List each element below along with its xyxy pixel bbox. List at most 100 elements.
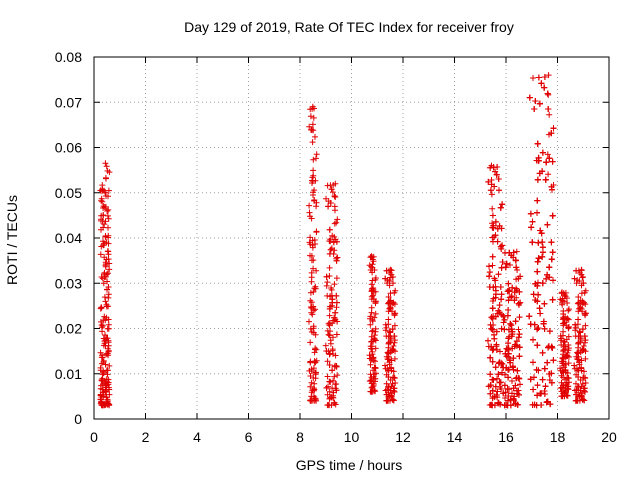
data-point <box>496 309 503 316</box>
data-point <box>527 210 534 217</box>
data-point <box>387 266 394 273</box>
data-point <box>513 264 520 271</box>
data-point <box>308 305 315 312</box>
data-point <box>561 298 567 305</box>
data-point <box>331 193 338 200</box>
y-tick-label: 0.04 <box>55 230 82 246</box>
data-point <box>101 294 108 301</box>
data-point <box>546 131 552 138</box>
data-point <box>534 326 541 333</box>
data-point <box>508 293 515 300</box>
data-point <box>325 320 332 327</box>
data-point <box>324 373 331 380</box>
data-point <box>561 339 568 346</box>
data-point <box>495 176 502 182</box>
data-point <box>534 268 541 275</box>
data-point <box>327 340 334 347</box>
data-point <box>544 359 551 366</box>
data-point <box>558 379 565 386</box>
data-point <box>578 282 585 289</box>
data-point <box>548 256 555 263</box>
data-point <box>575 299 582 306</box>
data-point <box>332 352 339 359</box>
data-point <box>575 333 582 340</box>
data-point <box>533 157 540 164</box>
data-point <box>559 332 566 339</box>
data-point <box>500 319 507 326</box>
data-point <box>564 383 571 390</box>
data-point <box>563 392 570 399</box>
data-point <box>489 212 496 219</box>
data-point <box>310 257 317 264</box>
data-point <box>498 325 505 332</box>
data-point <box>369 269 376 276</box>
data-point <box>550 277 556 284</box>
data-point <box>492 232 499 239</box>
data-point <box>330 317 337 324</box>
data-point <box>104 208 111 214</box>
data-point <box>333 331 340 338</box>
data-point <box>573 380 579 387</box>
data-point <box>561 291 568 298</box>
data-point <box>323 384 330 391</box>
data-point <box>515 326 522 333</box>
data-point <box>98 197 105 204</box>
data-point <box>489 234 496 241</box>
y-tick-label: 0.06 <box>55 140 82 156</box>
data-point <box>576 328 583 335</box>
data-point <box>575 353 582 360</box>
data-point <box>539 376 546 383</box>
data-point <box>513 285 520 292</box>
data-point <box>100 224 107 231</box>
data-point <box>366 355 373 362</box>
data-point <box>499 242 506 249</box>
data-point <box>505 280 512 287</box>
data-point <box>307 325 314 332</box>
data-point <box>493 343 500 350</box>
x-tick-label: 4 <box>193 429 201 445</box>
y-tick-label: 0.01 <box>55 366 82 382</box>
data-point <box>501 316 508 323</box>
data-point <box>546 111 553 118</box>
data-point <box>326 312 333 319</box>
data-point <box>535 74 542 81</box>
data-point <box>326 388 333 395</box>
data-point <box>371 332 378 339</box>
data-point <box>540 320 547 327</box>
data-point <box>313 346 320 353</box>
data-point <box>503 364 510 371</box>
data-point <box>387 387 394 394</box>
data-point <box>101 221 108 228</box>
data-point <box>386 328 393 335</box>
data-point <box>539 244 546 251</box>
data-point <box>578 266 585 273</box>
data-point <box>579 274 586 281</box>
data-point <box>582 287 589 294</box>
data-point <box>99 198 106 205</box>
data-point <box>327 200 334 206</box>
y-tick-label: 0.02 <box>55 321 82 337</box>
data-point <box>371 387 378 394</box>
data-point <box>327 378 334 385</box>
data-point <box>367 377 374 384</box>
data-point <box>386 361 393 368</box>
data-point <box>369 351 376 358</box>
data-point <box>489 402 496 409</box>
data-point <box>311 197 318 203</box>
data-point <box>543 399 550 406</box>
data-point <box>311 237 318 243</box>
data-point <box>106 391 113 398</box>
data-point <box>371 375 378 382</box>
data-point <box>334 372 341 379</box>
data-point <box>323 273 330 280</box>
data-point <box>492 287 499 294</box>
data-point <box>493 328 500 335</box>
data-point <box>557 337 564 344</box>
data-point <box>306 202 313 209</box>
y-tick-label: 0.07 <box>55 94 82 110</box>
data-point <box>391 322 398 329</box>
data-point <box>539 349 546 356</box>
data-point <box>105 284 112 290</box>
data-point <box>105 291 112 298</box>
data-point <box>322 342 329 349</box>
